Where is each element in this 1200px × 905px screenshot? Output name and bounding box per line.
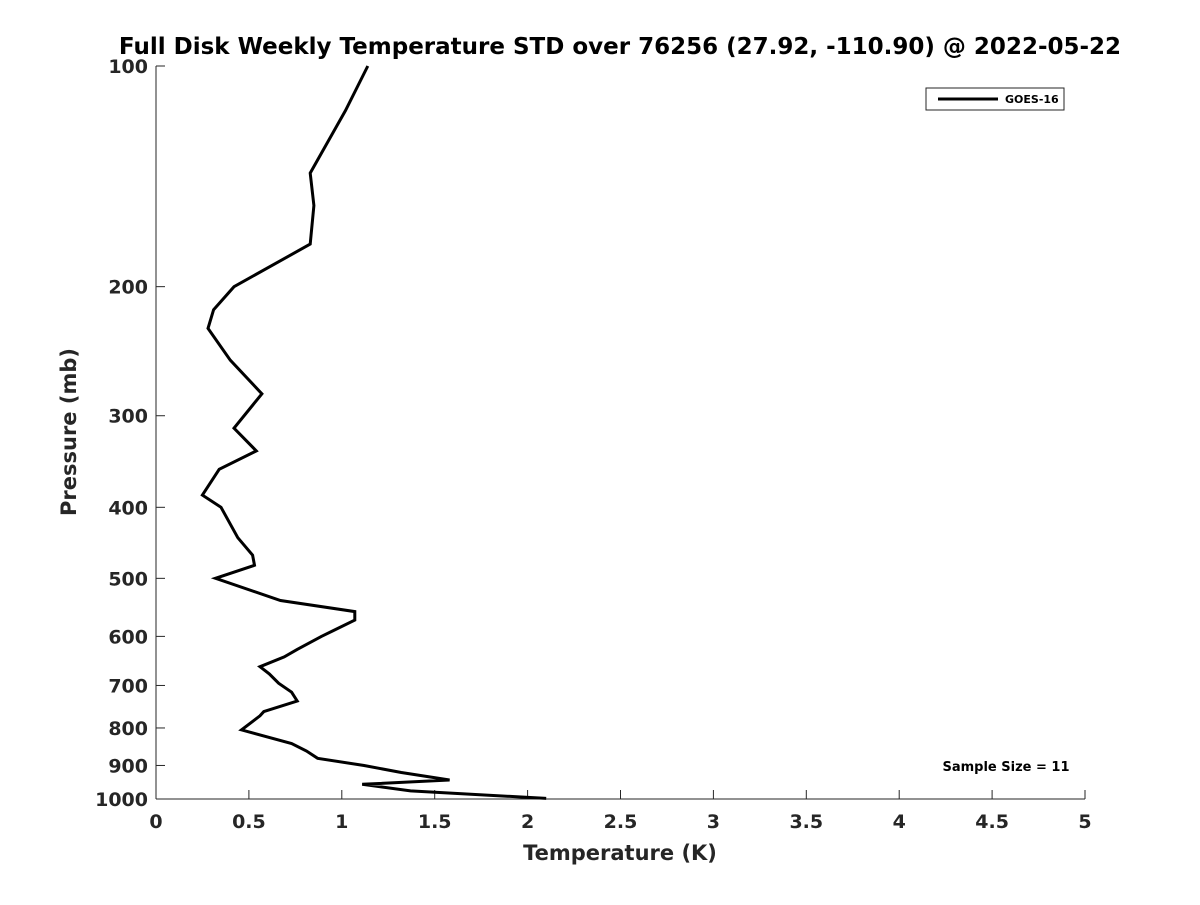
x-tick-label: 3 bbox=[707, 811, 720, 833]
legend-entry-goes-16: GOES-16 bbox=[1005, 93, 1059, 106]
x-tick-label: 4 bbox=[893, 811, 906, 833]
x-tick-label: 2 bbox=[521, 811, 534, 833]
y-tick-label: 100 bbox=[108, 56, 148, 78]
x-tick-label: 5 bbox=[1078, 811, 1091, 833]
x-tick-label: 3.5 bbox=[789, 811, 823, 833]
axis-ticks: 0 0.5 1 1.5 2 2.5 3 3.5 4 4.5 5 100 200 300 400 500 600 7… bbox=[95, 56, 1092, 833]
x-tick-label: 0 bbox=[149, 811, 162, 833]
x-axis-label: Temperature (K) bbox=[523, 841, 717, 865]
x-tick-label: 1 bbox=[335, 811, 348, 833]
y-tick-label: 200 bbox=[108, 277, 148, 299]
x-tick-label: 2.5 bbox=[604, 811, 638, 833]
axes bbox=[155, 66, 1085, 800]
y-tick-label: 500 bbox=[108, 568, 148, 590]
y-tick-label: 400 bbox=[108, 497, 148, 519]
x-tick-label: 0.5 bbox=[232, 811, 266, 833]
sample-size-annotation: Sample Size = 11 bbox=[942, 760, 1069, 775]
y-tick-label: 300 bbox=[108, 406, 148, 428]
y-tick-label: 700 bbox=[108, 675, 148, 697]
legend: GOES-16 bbox=[925, 87, 1065, 111]
x-tick-label: 1.5 bbox=[418, 811, 452, 833]
chart-title: Full Disk Weekly Temperature STD over 76… bbox=[119, 34, 1121, 60]
x-tick-label: 4.5 bbox=[975, 811, 1009, 833]
plot-frame bbox=[156, 66, 1085, 799]
y-tick-label: 600 bbox=[108, 626, 148, 648]
y-axis-label: Pressure (mb) bbox=[57, 348, 81, 516]
y-tick-label: 900 bbox=[108, 755, 148, 777]
series-line-goes-16 bbox=[200, 65, 547, 800]
series-lines bbox=[200, 65, 547, 800]
y-tick-label: 1000 bbox=[95, 789, 148, 811]
y-tick-label: 800 bbox=[108, 718, 148, 740]
